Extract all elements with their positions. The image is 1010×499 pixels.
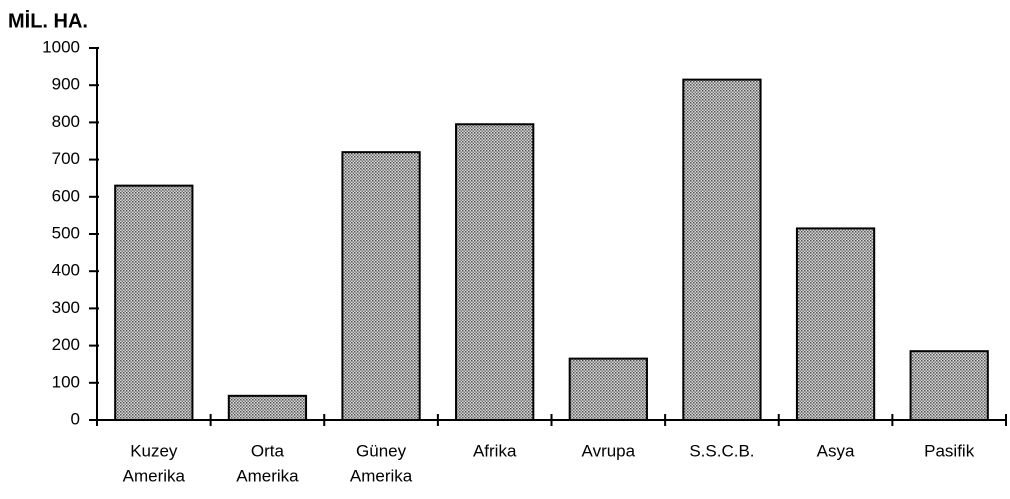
x-tick-label: Asya [817, 441, 855, 460]
x-tick-label: Güney [356, 441, 407, 460]
y-tick-label: 300 [52, 298, 80, 317]
bar [682, 78, 762, 422]
bar [909, 350, 989, 421]
y-tick-label: 500 [52, 223, 80, 242]
x-tick-label: Avrupa [582, 441, 636, 460]
bar [227, 394, 308, 422]
bar [795, 227, 876, 421]
x-tick-label: Kuzey [130, 441, 178, 460]
y-tick-label: 800 [52, 112, 80, 131]
y-tick-label: 400 [52, 261, 80, 280]
y-tick-label: 900 [52, 75, 80, 94]
x-tick-label: Afrika [473, 441, 517, 460]
x-tick-label: S.S.C.B. [689, 441, 754, 460]
y-tick-label: 0 [71, 409, 80, 428]
x-tick-label: Amerika [123, 466, 186, 485]
x-tick-label: Amerika [236, 466, 299, 485]
bar [455, 123, 535, 421]
x-tick-label: Amerika [350, 466, 413, 485]
y-axis-title: MİL. HA. [8, 9, 88, 32]
x-tick-label: Orta [251, 441, 285, 460]
bar [341, 151, 421, 421]
y-tick-label: 1000 [42, 37, 80, 56]
y-tick-label: 700 [52, 149, 80, 168]
y-tick-label: 100 [52, 372, 80, 391]
bar [568, 357, 648, 421]
y-tick-label: 600 [52, 186, 80, 205]
x-tick-label: Pasifik [924, 441, 975, 460]
bar [114, 184, 194, 421]
y-tick-label: 200 [52, 335, 80, 354]
